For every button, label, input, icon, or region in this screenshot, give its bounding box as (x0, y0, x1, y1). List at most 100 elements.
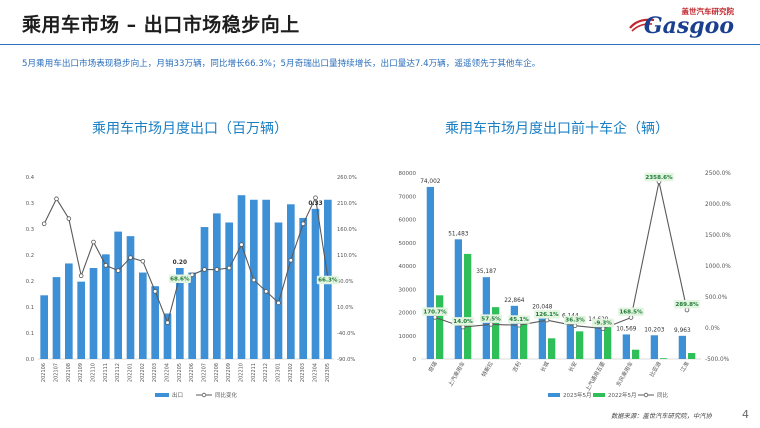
right-y-tick: 40000 (399, 264, 417, 270)
gasgoo-logo: 盖世汽车研究院 Gasgoo (626, 6, 734, 40)
left-yoy-point (251, 277, 257, 283)
left-yoy-point (54, 196, 59, 202)
right-bar-data-label: 22,864 (504, 298, 525, 304)
right-legend-label: 2023年5月 (563, 391, 592, 399)
left-x-tick: 202205 (177, 363, 183, 382)
left-x-tick: 202304 (313, 363, 319, 382)
right-y2-tick: 1000.0% (705, 264, 731, 270)
data-source: 数据来源：盖世汽车研究院，中汽协 (611, 413, 712, 420)
right-x-tick: 上汽乘用车 (446, 360, 467, 388)
right-2022-bar (576, 331, 584, 359)
left-y-tick: 0.1 (26, 305, 34, 311)
left-yoy-point (202, 267, 207, 272)
left-yoy-point (128, 255, 133, 260)
right-x-tick: 长安 (566, 360, 579, 374)
left-export-bar (262, 199, 270, 359)
right-x-tick: 比亚迪 (648, 360, 663, 379)
right-2023-bar (650, 335, 658, 359)
left-yoy-point (66, 216, 72, 221)
page-subtitle: 5月乘用车出口市场表现稳步向上，月销33万辆，同比增长66.3%；5月奇瑞出口量… (22, 59, 541, 69)
right-legend-label: 同比 (657, 391, 669, 399)
left-export-bar (213, 213, 221, 359)
left-bar-data-label: 0.33 (308, 201, 322, 207)
right-legend-2023-swatch (548, 393, 560, 397)
right-x-tick: 吉利 (510, 360, 522, 374)
left-chart-title: 乘用车市场月度出口（百万辆） (92, 121, 288, 137)
right-y-tick: 80000 (399, 171, 417, 177)
left-yoy-point (300, 221, 306, 227)
left-yoy-point (189, 272, 195, 278)
right-bar-data-label: 9,963 (674, 328, 691, 334)
left-x-tick: 202110 (91, 363, 97, 382)
left-x-tick: 202301 (276, 363, 282, 382)
left-x-tick: 202212 (263, 363, 269, 382)
left-x-tick: 202210 (239, 363, 245, 382)
right-line-data-label-bg (452, 317, 474, 326)
right-chart-title: 乘用车市场月度出口前十车企（辆） (445, 121, 669, 137)
right-line-data-label-bg (592, 318, 614, 328)
left-x-tick: 202305 (325, 363, 331, 382)
right-2022-bar (548, 338, 556, 359)
left-yoy-point (78, 273, 84, 279)
page-title: 乘用车市场 – 出口市场稳步向上 (22, 14, 300, 36)
right-line-data-label-bg (618, 307, 644, 317)
left-x-tick: 202211 (251, 363, 257, 382)
right-line-data-label: 126.1% (535, 312, 559, 318)
left-yoy-point (214, 267, 220, 272)
right-y2-tick: 2500.0% (705, 171, 731, 177)
left-export-bar (52, 277, 61, 359)
right-2022-bar (520, 322, 528, 359)
right-line-data-label-bg (534, 310, 560, 319)
left-export-bar (126, 236, 135, 359)
right-x-tick: 特斯拉 (480, 360, 495, 379)
left-export-bar (299, 217, 307, 359)
left-export-bar (151, 286, 159, 359)
right-line-data-label-bg (644, 172, 674, 182)
right-2022-bar (632, 349, 640, 359)
right-y2-tick: 1500.0% (705, 233, 731, 239)
left-x-tick: 202204 (165, 363, 171, 382)
right-bar-data-label: 51,483 (448, 231, 469, 237)
right-line-data-label-bg (480, 314, 502, 323)
right-2023-bar (454, 239, 462, 359)
right-y-tick: 0 (413, 357, 417, 363)
right-x-tick: 长城 (538, 360, 551, 374)
left-x-tick: 202108 (66, 363, 72, 382)
right-y2-tick: 2000.0% (705, 202, 731, 208)
right-line-data-label: 36.3% (565, 318, 585, 324)
right-bar-data-label: 10,203 (644, 327, 665, 333)
left-line-data-label-bg (168, 274, 191, 284)
left-y2-tick: -40.0% (337, 331, 355, 337)
left-x-tick: 202111 (103, 363, 109, 382)
right-line-data-label-bg (564, 315, 586, 325)
left-x-tick: 202201 (128, 363, 134, 382)
left-x-tick: 202106 (41, 363, 47, 382)
left-yoy-point (115, 268, 121, 273)
left-y2-tick: 260.0% (337, 175, 357, 181)
right-line-data-label: 14.0% (453, 319, 473, 325)
left-x-tick: 202109 (78, 363, 84, 382)
left-y-tick: 0.0 (26, 357, 34, 363)
left-y-tick: 0.4 (26, 175, 35, 181)
left-line-data-label-bg (316, 275, 339, 285)
right-2023-bar (426, 186, 434, 359)
left-x-tick: 202207 (202, 363, 208, 382)
left-yoy-point (152, 289, 158, 294)
left-y-tick: 0.1 (26, 331, 34, 337)
left-export-bar (311, 208, 320, 359)
right-2023-bar (538, 312, 546, 359)
right-yoy-point (628, 315, 634, 320)
page-number: 4 (742, 408, 749, 421)
right-yoy-point (544, 317, 550, 323)
left-yoy-point (288, 257, 294, 263)
right-yoy-point (684, 307, 690, 313)
left-y2-tick: -90.0% (337, 357, 355, 363)
left-line-data-label: 68.6% (170, 277, 190, 283)
left-export-bar (200, 227, 209, 359)
left-x-tick: 202202 (140, 363, 146, 382)
left-x-tick: 202206 (189, 363, 195, 382)
right-line-data-label-bg (674, 300, 700, 309)
left-bar-data-label: 0.20 (173, 260, 187, 266)
left-export-bar (287, 204, 295, 359)
